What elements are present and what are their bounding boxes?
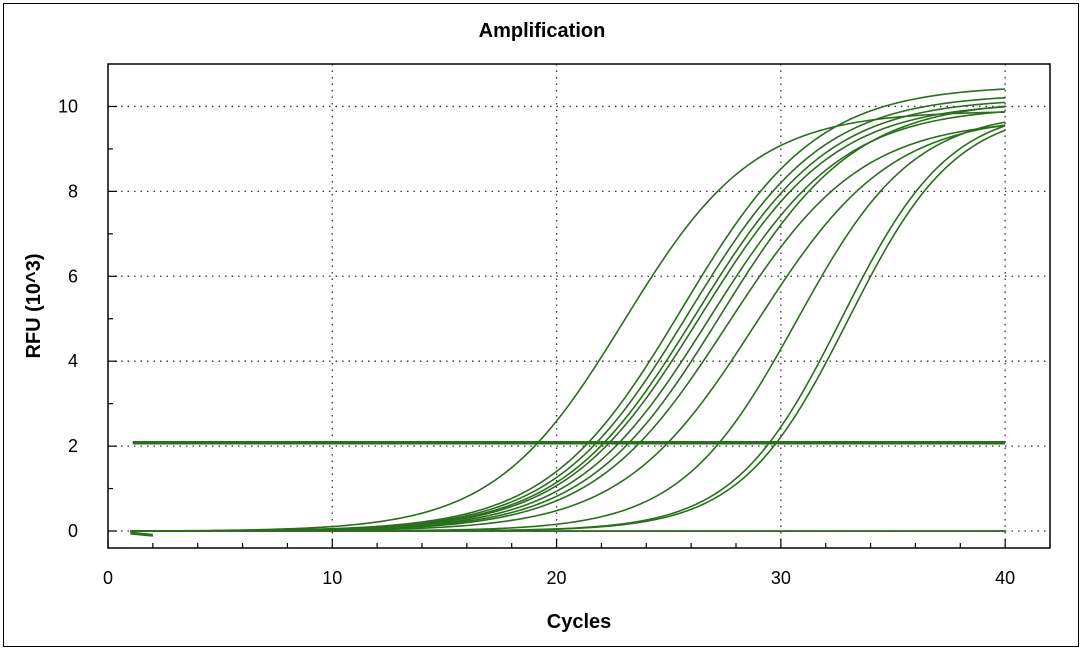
x-tick-label: 40 [995, 568, 1015, 588]
amplification-curve [130, 111, 1006, 532]
chart-title: Amplification [478, 20, 606, 42]
x-tick-label: 20 [547, 568, 567, 588]
amplification-curve [130, 125, 1006, 532]
amplification-curve [130, 96, 1006, 532]
x-tick-label: 10 [322, 568, 342, 588]
amplification-curve [130, 129, 1006, 532]
grid-lines [108, 64, 1050, 548]
amplification-curve [130, 101, 1006, 532]
y-axis-label: RFU (10^3) [23, 253, 45, 358]
x-axis-label: Cycles [547, 611, 612, 633]
axes: 0 10 20 30 40 0 2 4 6 8 10 [58, 63, 1051, 588]
plot-border [107, 63, 1051, 549]
amplification-curve [130, 105, 1006, 532]
y-tick-label: 2 [68, 436, 78, 456]
amplification-curve [130, 88, 1006, 532]
amplification-curve [130, 124, 1006, 532]
y-tick-label: 0 [68, 521, 78, 541]
start-artifact [130, 531, 153, 537]
y-tick-label: 6 [68, 266, 78, 286]
y-tick-label: 4 [68, 351, 78, 371]
amplification-curve [130, 106, 1006, 532]
amplification-curves [130, 88, 1006, 537]
y-tick-label: 8 [68, 181, 78, 201]
chart-frame [3, 3, 1079, 647]
x-tick-label: 30 [771, 568, 791, 588]
y-tick-label: 10 [58, 96, 78, 116]
x-tick-label: 0 [103, 568, 113, 588]
amplification-curve [130, 124, 1006, 532]
